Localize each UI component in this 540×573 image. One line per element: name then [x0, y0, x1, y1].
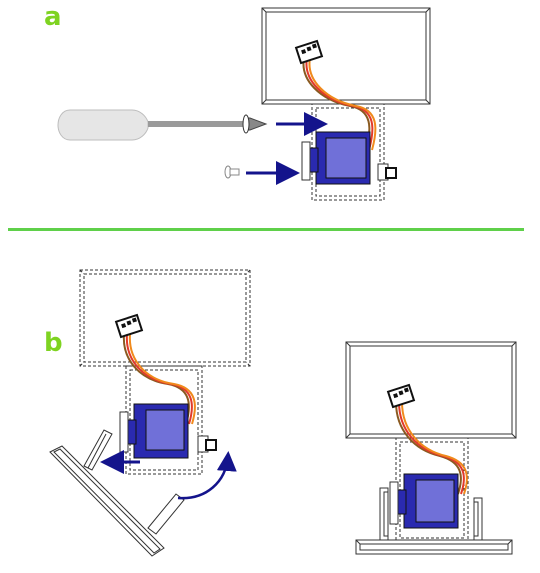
- screw-icon: [224, 165, 240, 179]
- pan-box-dashed: [79, 269, 251, 367]
- rotate-arrow-icon: [177, 451, 237, 500]
- servo-wire-final: [395, 401, 468, 495]
- servo-wire: [302, 57, 377, 151]
- step-b-rotated-illustration: [49, 269, 251, 557]
- servo-motor-icon-final: [389, 473, 459, 529]
- servo-connector-icon: [294, 39, 324, 65]
- servo-connector-icon-b: [114, 313, 144, 339]
- step-b-assembled-illustration: [345, 341, 517, 555]
- step-label-a: a: [44, 2, 62, 32]
- servo-motor-icon-b: [119, 403, 217, 459]
- insert-arrows: [246, 112, 328, 185]
- screwdriver-icon: [57, 109, 268, 141]
- servo-connector-icon-final: [386, 383, 416, 409]
- step-label-b: b: [44, 328, 63, 358]
- bracket-icon: [49, 429, 185, 557]
- bracket-icon-final: [355, 487, 513, 555]
- step-a-illustration: [57, 7, 431, 201]
- pan-box-final: [345, 341, 517, 439]
- servo-motor-icon: [301, 131, 397, 185]
- servo-wire-b: [122, 333, 196, 425]
- section-divider: [8, 228, 524, 231]
- pan-box: [261, 7, 431, 105]
